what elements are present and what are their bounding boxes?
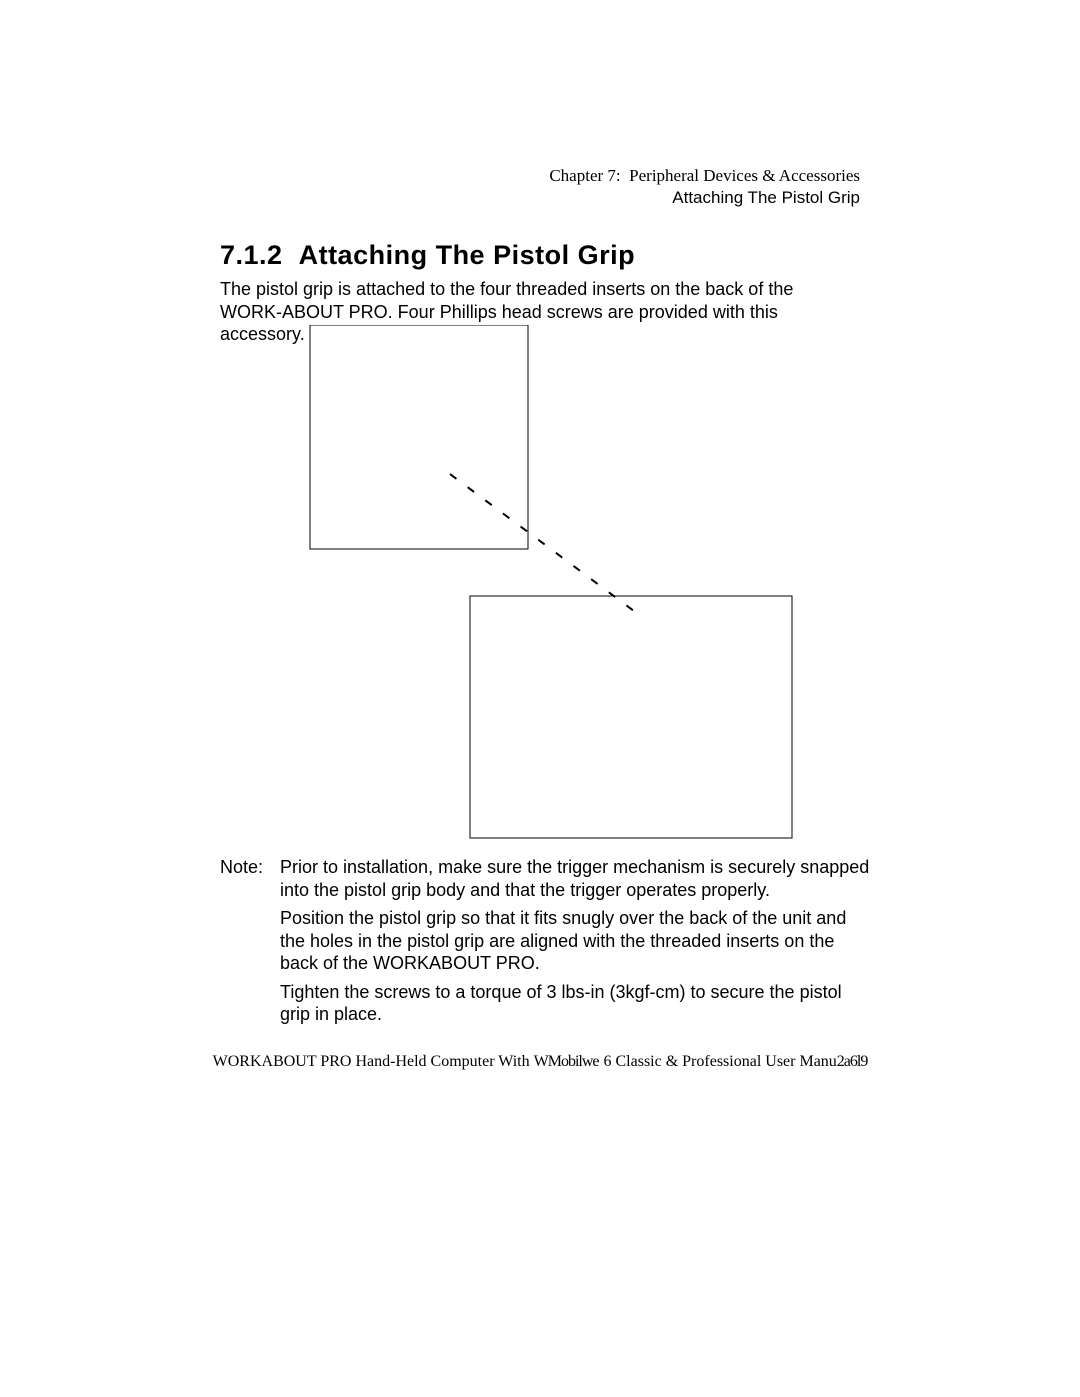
page: Chapter 7: Peripheral Devices & Accessor…: [0, 0, 1080, 1397]
chapter-number: 7:: [607, 166, 620, 185]
chapter-label: Chapter: [549, 166, 603, 185]
note-label: Note:: [220, 856, 280, 1032]
page-header: Chapter 7: Peripheral Devices & Accessor…: [549, 165, 860, 209]
chapter-title: Peripheral Devices & Accessories: [629, 166, 860, 185]
figure-svg: [220, 325, 860, 845]
figure-top-rect: [310, 325, 528, 549]
figure-dash-line: [450, 474, 638, 614]
figure: [220, 325, 860, 845]
footer-overlap1: WMobilw: [534, 1053, 593, 1070]
section-number: 7.1.2: [220, 240, 283, 270]
footer-right: e 6 Classic & Professional User Manu: [592, 1053, 836, 1070]
page-footer: WORKABOUT PRO Hand-Held Computer With WM…: [0, 1053, 1080, 1071]
note-paragraph: Tighten the screws to a torque of 3 lbs-…: [280, 981, 870, 1026]
chapter-line: Chapter 7: Peripheral Devices & Accessor…: [549, 165, 860, 187]
footer-page: 2a6l9: [837, 1053, 868, 1070]
figure-bottom-rect: [470, 596, 792, 838]
footer-left: WORKABOUT PRO Hand-Held Computer With: [213, 1053, 534, 1070]
note-paragraph: Prior to installation, make sure the tri…: [280, 856, 870, 901]
note-body: Prior to installation, make sure the tri…: [280, 856, 870, 1032]
header-subtitle: Attaching The Pistol Grip: [549, 187, 860, 209]
section-title-text: Attaching The Pistol Grip: [299, 240, 636, 270]
section-heading: 7.1.2 Attaching The Pistol Grip: [220, 240, 635, 271]
note: Note: Prior to installation, make sure t…: [220, 856, 870, 1032]
note-paragraph: Position the pistol grip so that it fits…: [280, 907, 870, 975]
